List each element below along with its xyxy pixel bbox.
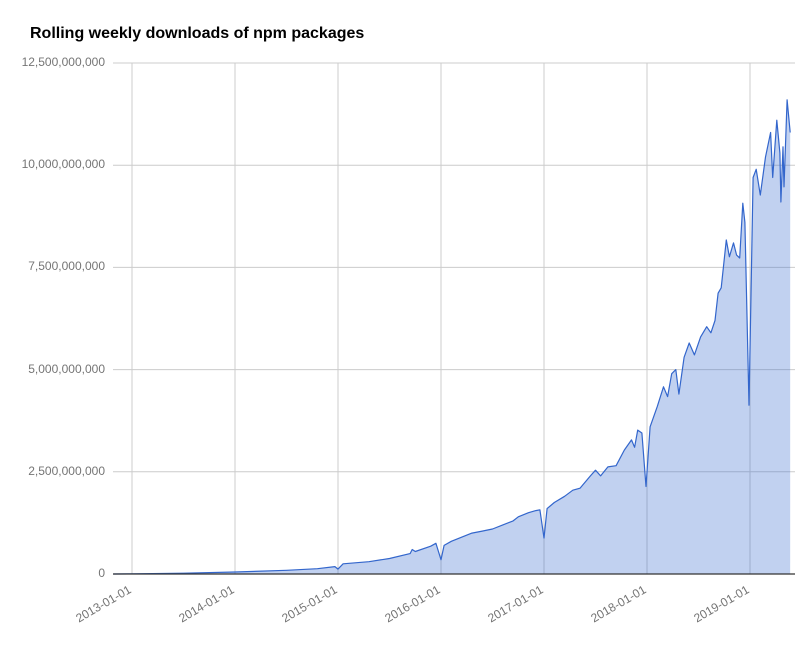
x-tick-label: 2015-01-01	[279, 582, 339, 625]
chart-title: Rolling weekly downloads of npm packages	[30, 25, 365, 42]
x-tick-label: 2017-01-01	[485, 582, 545, 625]
x-tick-label: 2013-01-01	[73, 582, 133, 625]
series-area	[113, 99, 791, 575]
y-tick-label: 0	[98, 566, 105, 580]
x-tick-label: 2016-01-01	[382, 582, 442, 625]
y-tick-label: 10,000,000,000	[21, 157, 105, 172]
x-tick-label: 2019-01-01	[691, 582, 751, 625]
y-tick-label: 7,500,000,000	[28, 259, 105, 274]
series-line	[113, 99, 791, 575]
y-tick-label: 12,500,000,000	[21, 55, 105, 69]
y-tick-label: 2,500,000,000	[28, 463, 105, 478]
x-tick-label: 2018-01-01	[588, 582, 648, 625]
y-tick-label: 5,000,000,000	[28, 361, 105, 376]
x-tick-label: 2014-01-01	[176, 582, 236, 625]
